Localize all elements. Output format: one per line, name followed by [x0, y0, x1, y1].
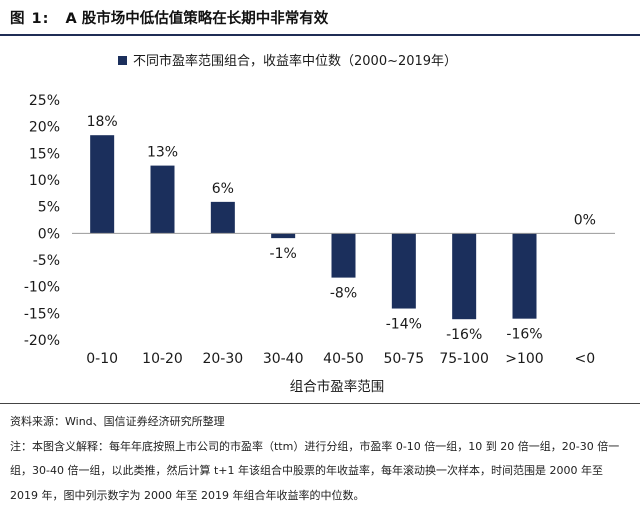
source-note: 资料来源：Wind、国信证券经济研究所整理	[10, 415, 225, 428]
bar	[331, 233, 356, 278]
bars-group	[90, 135, 537, 320]
x-axis-title: 组合市盈率范围	[290, 378, 385, 395]
bar	[452, 233, 477, 320]
bar	[90, 135, 115, 234]
figure-title: A 股市场中低估值策略在长期中非常有效	[65, 10, 329, 27]
x-axis-tick-labels: 0-10 10-20 20-30 30-40 40-50 50-75 75-100 >100 <…	[86, 351, 595, 367]
x-tick-label: <0	[575, 351, 596, 367]
y-tick-label: -15%	[24, 306, 60, 322]
data-label: -1%	[270, 246, 297, 262]
x-tick-label: 75-100	[439, 351, 489, 367]
y-tick-label: 5%	[38, 200, 60, 216]
data-label: 13%	[147, 145, 178, 161]
x-tick-label: 0-10	[86, 351, 118, 367]
y-tick-label: -5%	[33, 253, 60, 269]
bar	[391, 233, 416, 309]
legend-label: 不同市盈率范围组合，收益率中位数（2000~2019年）	[133, 53, 457, 69]
figure-title-bar: 图 1: A 股市场中低估值策略在长期中非常有效	[0, 0, 640, 36]
x-tick-label: 50-75	[383, 351, 424, 367]
x-tick-label: 30-40	[263, 351, 304, 367]
bar	[512, 233, 537, 319]
y-tick-label: 10%	[29, 173, 60, 189]
data-label: -16%	[446, 327, 482, 343]
x-tick-label: >100	[505, 351, 543, 367]
y-tick-label: 15%	[29, 146, 60, 162]
data-label: 18%	[87, 114, 118, 130]
data-labels-group: 18% 13% 6% -1% -8% -14% -16% -16% 0%	[87, 114, 596, 343]
y-tick-label: -20%	[24, 333, 60, 349]
bar	[150, 165, 175, 234]
chart-legend: 不同市盈率范围组合，收益率中位数（2000~2019年）	[118, 53, 457, 69]
data-label: 6%	[212, 181, 234, 197]
y-axis: -20% -15% -10% -5% 0% 5% 10% 15% 20% 25%	[24, 93, 60, 349]
x-tick-label: 40-50	[323, 351, 364, 367]
y-tick-label: -10%	[24, 280, 60, 296]
y-tick-label: 0%	[38, 226, 60, 242]
figure-number: 图 1:	[10, 10, 50, 27]
data-label: -8%	[330, 286, 357, 302]
bar	[210, 201, 235, 234]
notes-section: 资料来源：Wind、国信证券经济研究所整理 注：本图含义解释：每年年底按照上市公…	[0, 403, 640, 508]
y-tick-label: 25%	[29, 93, 60, 109]
bar-chart: 不同市盈率范围组合，收益率中位数（2000~2019年） -20% -15% -10…	[24, 53, 615, 395]
legend-swatch	[118, 56, 127, 65]
data-label: -14%	[386, 317, 422, 333]
x-tick-label: 20-30	[202, 351, 243, 367]
x-tick-label: 10-20	[142, 351, 183, 367]
explanation-note: 注：本图含义解释：每年年底按照上市公司的市盈率（ttm）进行分组，市盈率 0-1…	[10, 439, 620, 502]
bar	[271, 233, 296, 239]
y-tick-label: 20%	[29, 120, 60, 136]
data-label: 0%	[574, 212, 596, 228]
data-label: -16%	[506, 327, 542, 343]
